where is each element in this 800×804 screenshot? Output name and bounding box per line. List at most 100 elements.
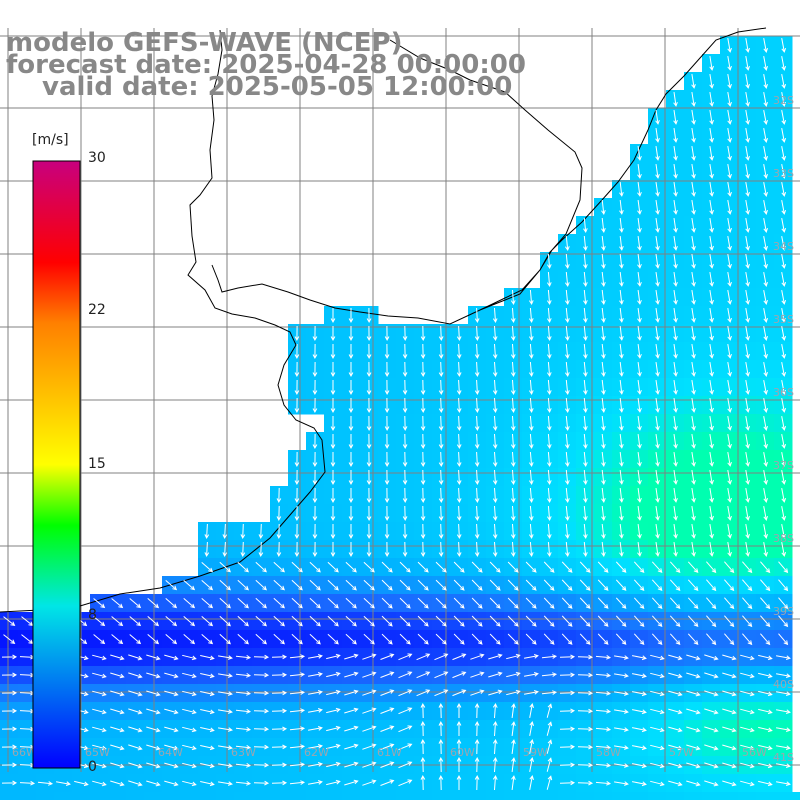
wind-arrow <box>559 726 576 732</box>
wind-arrow <box>727 398 732 413</box>
wind-arrow <box>559 762 576 768</box>
wind-arrow <box>543 615 555 627</box>
wind-arrow <box>655 146 660 161</box>
wind-arrow <box>583 217 588 234</box>
wind-arrow <box>637 524 642 539</box>
wind-arrow <box>615 597 627 609</box>
wind-arrow <box>488 671 503 678</box>
wind-arrow <box>727 416 732 431</box>
wind-arrow <box>348 326 354 342</box>
wind-arrow <box>492 451 498 468</box>
wind-arrow <box>781 182 787 197</box>
wind-arrow <box>595 780 612 786</box>
wind-arrow <box>655 362 660 377</box>
wind-arrow <box>128 780 143 787</box>
wind-arrow <box>456 720 462 736</box>
wind-arrow <box>686 780 701 787</box>
wind-arrow <box>402 469 408 486</box>
wind-arrow <box>637 398 642 413</box>
wind-arrow <box>294 469 300 486</box>
wind-arrow <box>595 762 612 768</box>
wind-arrow <box>56 781 71 786</box>
wind-cell <box>486 792 505 804</box>
wind-arrow <box>240 541 246 558</box>
wind-arrow <box>255 597 267 609</box>
wind-arrow <box>456 325 462 342</box>
wind-arrow <box>637 470 642 485</box>
wind-arrow <box>291 633 303 645</box>
wind-arrow <box>204 541 210 558</box>
wind-arrow <box>760 579 771 592</box>
wind-arrow <box>402 505 408 522</box>
wind-arrow <box>507 615 519 627</box>
wind-arrow <box>312 379 318 396</box>
wind-arrow <box>745 164 750 179</box>
wind-arrow <box>164 780 179 787</box>
wind-arrow <box>650 708 665 715</box>
wind-arrow <box>637 416 642 431</box>
wind-arrow <box>668 654 683 661</box>
wind-arrow <box>510 487 516 504</box>
wind-arrow <box>691 128 696 143</box>
wind-arrow <box>673 488 678 503</box>
wind-arrow <box>776 763 791 768</box>
wind-arrow <box>564 469 570 486</box>
wind-arrow <box>709 254 714 269</box>
wind-arrow <box>601 217 606 234</box>
wind-arrow <box>742 561 753 574</box>
wind-cell <box>72 792 91 804</box>
longitude-label: 64W <box>158 746 183 759</box>
wind-arrow <box>668 762 683 769</box>
wind-arrow <box>583 361 588 378</box>
wind-arrow <box>781 326 787 341</box>
wind-arrow <box>637 434 642 449</box>
wind-arrow <box>381 597 393 609</box>
wind-arrow <box>204 523 210 540</box>
wind-arrow <box>92 654 107 661</box>
wind-arrow <box>686 672 701 679</box>
wind-arrow <box>776 745 791 750</box>
wind-arrow <box>709 308 714 323</box>
wind-arrow <box>637 272 642 287</box>
wind-arrow <box>528 451 534 468</box>
wind-arrow <box>93 598 106 609</box>
wind-arrow <box>740 744 755 751</box>
wind-arrow <box>673 524 678 539</box>
wind-arrow <box>722 780 737 787</box>
wind-arrow <box>691 146 696 161</box>
wind-arrow <box>724 561 735 574</box>
wind-arrow <box>507 633 519 645</box>
latitude-labels: 32S 33S 34S 35S 36S 37S 38S 39S 40S 41S <box>773 94 794 764</box>
wind-arrow <box>183 580 196 591</box>
wind-arrow <box>420 505 426 522</box>
wind-arrow <box>524 690 539 695</box>
wind-arrow <box>330 524 336 540</box>
wind-arrow <box>492 505 498 522</box>
wind-arrow <box>219 597 231 609</box>
wind-arrow <box>528 343 534 360</box>
wind-arrow <box>452 653 467 661</box>
wind-arrow <box>709 398 714 413</box>
wind-arrow <box>146 780 161 787</box>
wind-arrow <box>704 762 719 769</box>
wind-cell <box>738 792 757 804</box>
wind-arrow <box>308 762 323 767</box>
longitude-label: 58W <box>596 746 621 759</box>
wind-arrow <box>438 487 444 504</box>
wind-arrow <box>601 325 606 342</box>
wind-arrow <box>633 561 645 573</box>
wind-arrow <box>704 780 719 787</box>
wind-arrow <box>492 415 498 432</box>
wind-arrow <box>489 597 501 609</box>
wind-arrow <box>312 325 318 342</box>
wind-arrow <box>546 523 552 540</box>
wind-arrow <box>470 671 485 678</box>
wind-arrow <box>219 633 231 645</box>
wind-arrow <box>686 708 701 715</box>
wind-arrow <box>758 726 773 733</box>
wind-arrow <box>691 200 696 215</box>
wind-arrow <box>362 707 377 714</box>
wind-arrow <box>327 597 339 609</box>
wind-arrow <box>219 561 231 573</box>
wind-arrow <box>420 756 426 773</box>
